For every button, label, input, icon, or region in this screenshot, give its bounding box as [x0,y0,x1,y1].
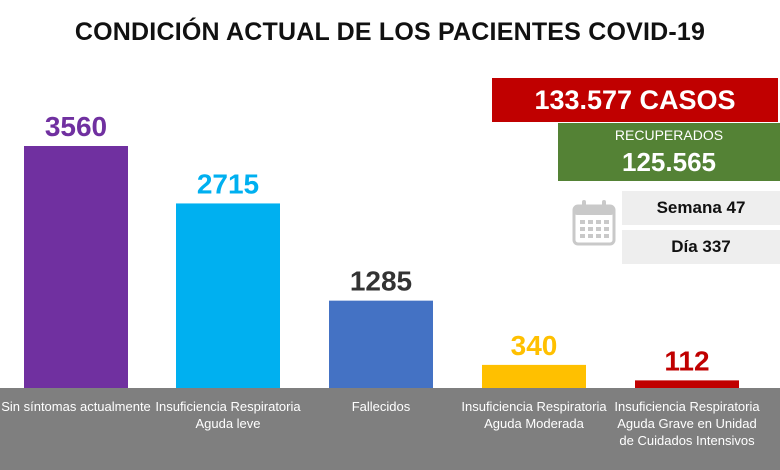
bar-value-label-2: 2715 [197,168,259,199]
category-label-3: Fallecidos [351,399,411,414]
recovered-label: RECUPERADOS [614,127,724,143]
bar-value-label-4: 340 [511,330,558,361]
category-label-1: Sin síntomas actualmente [1,399,151,414]
chart-title: CONDICIÓN ACTUAL DE LOS PACIENTES COVID-… [74,18,706,46]
category-label-2: Insuficiencia Respiratoria Aguda leve [155,399,301,431]
day-indicator: Día 337 [622,230,780,264]
bar-value-label-3: 1285 [350,266,412,297]
bar-2 [176,203,280,388]
bar-1 [24,146,128,388]
category-label-4: Insuficiencia Respiratoria Aguda Moderad… [461,399,607,431]
bar-4 [482,364,586,388]
bar-value-label-1: 3560 [45,111,107,142]
calendar-icon [572,200,616,246]
bar-value-label-5: 112 [664,345,709,376]
total-cases-banner: 133.577 CASOS [492,78,778,122]
bar-5 [635,380,739,388]
category-axis-band [0,388,780,470]
recovered-value: 125.565 [622,147,716,177]
week-indicator: Semana 47 [622,191,780,225]
bar-3 [329,300,433,388]
recovered-banner: RECUPERADOS 125.565 [558,123,780,181]
category-label-5: Insuficiencia Respiratoria Aguda Grave e… [614,399,760,448]
